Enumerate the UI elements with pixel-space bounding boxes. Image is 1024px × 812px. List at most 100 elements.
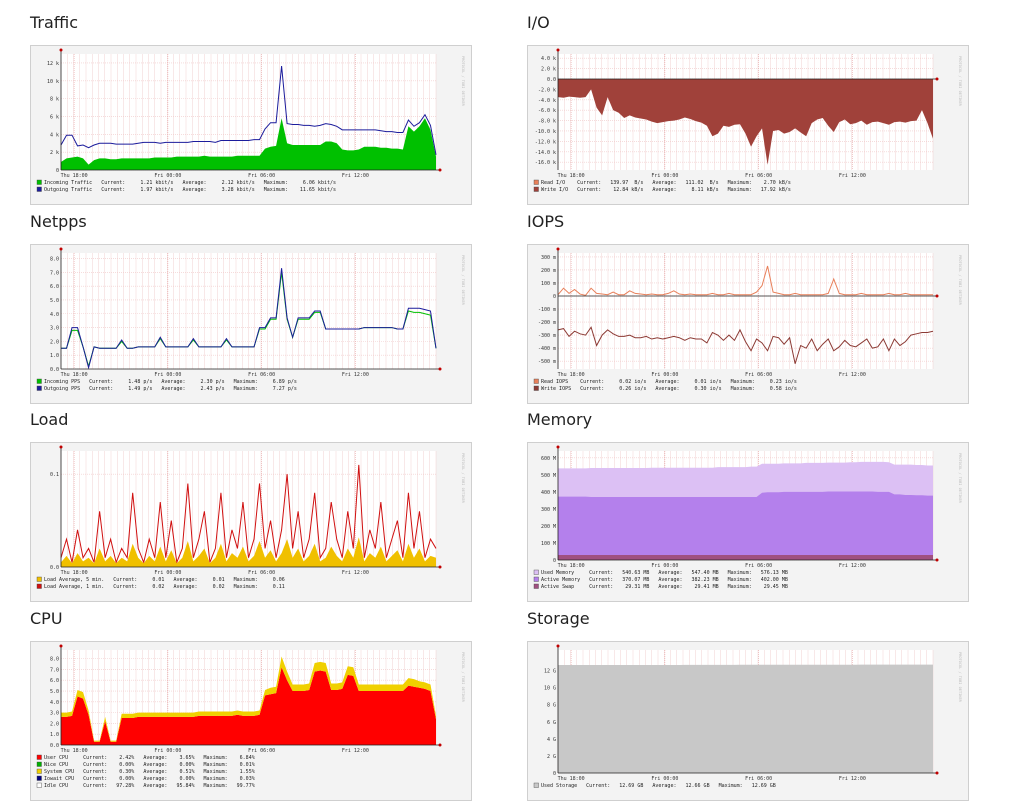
y-tick-label: 6.0 bbox=[50, 284, 59, 290]
x-tick-label: Fri 12:00 bbox=[839, 563, 866, 569]
y-tick-label: 300 M bbox=[541, 507, 556, 513]
x-tick-label: Fri 00:00 bbox=[154, 173, 181, 179]
y-tick-label: -6.0 k bbox=[538, 108, 556, 114]
y-tick-label: 0 bbox=[553, 294, 556, 300]
y-tick-label: -10.0 k bbox=[535, 129, 556, 135]
chart-svg: 0 100 M 200 M 300 M 400 M 500 M 600 M Thu 18:00… bbox=[533, 445, 962, 590]
memory-graph: 0 100 M 200 M 300 M 400 M 500 M 600 M Thu 18:00… bbox=[527, 442, 969, 602]
series-incoming-traffic bbox=[61, 118, 436, 170]
traffic-graph: 0 2 k 4 k 6 k 8 k 10 k 12 k Thu 18:00 Fri 00:00 F… bbox=[30, 45, 472, 205]
chart-svg: 4.0 k 2.0 k 0.0 -2.0 k -4.0 k -6.0 k -8.0 k -10… bbox=[533, 48, 962, 193]
x-tick-label: Fri 12:00 bbox=[342, 570, 369, 576]
panel-title: Traffic bbox=[30, 13, 79, 32]
series-outgoing-pps bbox=[61, 268, 437, 370]
legend-entry: User CPU Current: 2.42% Average: 3.65% M… bbox=[44, 755, 255, 761]
legend-swatch bbox=[36, 583, 42, 589]
axes bbox=[556, 247, 939, 369]
y-tick-label: 2.0 bbox=[50, 721, 59, 727]
series-load-average-1-min- bbox=[60, 464, 437, 565]
y-tick-label: 600 M bbox=[541, 456, 556, 462]
legend-swatch bbox=[533, 179, 539, 185]
x-tick-label: Fri 06:00 bbox=[745, 372, 772, 378]
io-graph: 4.0 k 2.0 k 0.0 -2.0 k -4.0 k -6.0 k -8.0 k -10… bbox=[527, 45, 969, 205]
series-line bbox=[557, 265, 933, 296]
legend-entry: Used Storage Current: 12.69 GB Average: … bbox=[541, 783, 776, 789]
series-write-i-o bbox=[558, 78, 933, 165]
x-tick-label: Thu 18:00 bbox=[61, 372, 88, 378]
series-line bbox=[557, 326, 934, 364]
series-line bbox=[61, 268, 437, 370]
y-tick-label: 0.0 bbox=[547, 77, 556, 83]
y-tick-label: 10 G bbox=[544, 686, 556, 692]
legend-swatch bbox=[533, 569, 539, 575]
series-user-cpu bbox=[61, 667, 436, 745]
series-area bbox=[61, 118, 436, 170]
watermark: PROTOCOL / TOBI OETIKER bbox=[461, 453, 465, 504]
axes bbox=[556, 445, 939, 562]
legend-entry: Load Average, 1 min. Current: 0.02 Avera… bbox=[44, 584, 285, 590]
legend-swatch bbox=[36, 761, 42, 767]
y-tick-label: -14.0 k bbox=[535, 150, 556, 156]
series-used-storage bbox=[558, 664, 933, 773]
y-tick-label: 0 bbox=[553, 771, 556, 777]
y-tick-label: 0.0 bbox=[50, 367, 59, 373]
y-tick-label: -200 m bbox=[538, 320, 556, 326]
panel-title: CPU bbox=[30, 609, 63, 628]
y-tick-label: 5.0 bbox=[50, 689, 59, 695]
x-tick-label: Fri 00:00 bbox=[651, 173, 678, 179]
watermark: PROTOCOL / TOBI OETIKER bbox=[958, 56, 962, 107]
y-tick-label: 10 k bbox=[47, 79, 59, 85]
x-tick-label: Thu 18:00 bbox=[558, 563, 585, 569]
y-tick-label: -12.0 k bbox=[535, 139, 556, 145]
y-tick-label: 12 k bbox=[47, 61, 59, 67]
panel-title: IOPS bbox=[527, 212, 565, 231]
y-tick-label: 6 k bbox=[50, 114, 59, 120]
y-tick-label: 0 bbox=[56, 168, 59, 174]
panel-title: Netpps bbox=[30, 212, 87, 231]
y-tick-label: 4.0 bbox=[50, 700, 59, 706]
series-read-iops bbox=[557, 265, 933, 296]
series-outgoing-traffic bbox=[60, 65, 437, 155]
x-tick-label: Fri 12:00 bbox=[839, 173, 866, 179]
legend-swatch bbox=[533, 186, 539, 192]
legend-entry: Write IOPS Current: 0.26 io/s Average: 0… bbox=[541, 386, 797, 392]
series-line bbox=[60, 464, 437, 565]
watermark: PROTOCOL / TOBI OETIKER bbox=[461, 56, 465, 107]
x-tick-label: Thu 18:00 bbox=[61, 748, 88, 754]
x-tick-label: Fri 06:00 bbox=[745, 563, 772, 569]
x-tick-label: Fri 06:00 bbox=[745, 173, 772, 179]
legend-entry: Incoming PPS Current: 1.48 p/s Average: … bbox=[44, 379, 297, 385]
y-tick-label: -400 m bbox=[538, 346, 556, 352]
iops-graph: 300 m 200 m 100 m 0 -100 m -200 m -300 m -400 m… bbox=[527, 244, 969, 404]
axes bbox=[59, 247, 442, 371]
y-tick-label: 6.0 bbox=[50, 678, 59, 684]
y-tick-label: 500 M bbox=[541, 473, 556, 479]
y-tick-label: 1.0 bbox=[50, 353, 59, 359]
y-tick-label: 1.0 bbox=[50, 732, 59, 738]
y-tick-label: 8 G bbox=[547, 703, 556, 709]
x-tick-label: Fri 06:00 bbox=[248, 173, 275, 179]
x-tick-label: Fri 00:00 bbox=[651, 776, 678, 782]
x-tick-label: Thu 18:00 bbox=[558, 776, 585, 782]
y-tick-label: 100 M bbox=[541, 541, 556, 547]
legend-entry: Nice CPU Current: 0.00% Average: 0.00% M… bbox=[44, 762, 255, 768]
chart-svg: 0.0 1.0 2.0 3.0 4.0 5.0 6.0 7.0 8.0 Thu 18:00 Fri … bbox=[36, 247, 465, 392]
series-area bbox=[558, 78, 933, 165]
x-tick-label: Fri 06:00 bbox=[248, 570, 275, 576]
y-tick-label: 3.0 bbox=[50, 326, 59, 332]
y-tick-label: 7.0 bbox=[50, 270, 59, 276]
legend-swatch bbox=[36, 179, 42, 185]
y-tick-label: 2.0 k bbox=[541, 67, 556, 73]
y-tick-label: 300 m bbox=[541, 255, 556, 261]
y-tick-label: 400 M bbox=[541, 490, 556, 496]
series-area bbox=[558, 491, 933, 560]
series-line bbox=[60, 65, 437, 155]
y-tick-label: 5.0 bbox=[50, 298, 59, 304]
legend-entry: Active Swap Current: 29.31 MB Average: 2… bbox=[541, 584, 788, 590]
watermark: PROTOCOL / TOBI OETIKER bbox=[958, 255, 962, 306]
chart-svg: 0 2 G 4 G 6 G 8 G 10 G 12 G Thu 18:00 Fri 00:00 F… bbox=[533, 644, 962, 789]
legend-entry: Iowait CPU Current: 0.00% Average: 0.00%… bbox=[44, 776, 255, 782]
y-tick-label: -8.0 k bbox=[538, 119, 556, 125]
x-tick-label: Fri 12:00 bbox=[839, 372, 866, 378]
grid bbox=[557, 253, 934, 369]
